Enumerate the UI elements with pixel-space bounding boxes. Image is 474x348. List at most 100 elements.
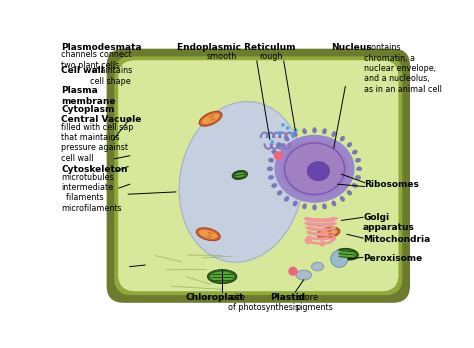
Ellipse shape	[274, 135, 355, 203]
Ellipse shape	[317, 227, 340, 238]
Ellipse shape	[352, 183, 357, 188]
Text: contains
chromatin, a
nuclear envelope,
and a nucleolus,
as in an animal cell: contains chromatin, a nuclear envelope, …	[364, 43, 442, 94]
Circle shape	[303, 205, 306, 207]
Ellipse shape	[202, 113, 219, 124]
Circle shape	[323, 205, 326, 207]
Ellipse shape	[340, 197, 345, 201]
Circle shape	[341, 198, 344, 200]
Ellipse shape	[296, 270, 311, 280]
Circle shape	[333, 202, 335, 205]
Text: Cytoskeleton: Cytoskeleton	[61, 165, 128, 174]
Ellipse shape	[352, 150, 357, 154]
Ellipse shape	[332, 201, 336, 206]
Circle shape	[270, 159, 272, 161]
Ellipse shape	[340, 136, 345, 141]
Ellipse shape	[196, 228, 220, 241]
Ellipse shape	[281, 140, 348, 198]
Ellipse shape	[356, 175, 361, 179]
Text: store
pigments: store pigments	[295, 293, 333, 312]
Text: channels connect
two plant cells: channels connect two plant cells	[61, 50, 132, 70]
Circle shape	[286, 126, 289, 130]
Text: Cytoplasm: Cytoplasm	[61, 105, 115, 114]
Ellipse shape	[235, 173, 245, 177]
Circle shape	[331, 251, 347, 267]
Ellipse shape	[272, 150, 277, 154]
Ellipse shape	[268, 175, 273, 179]
Ellipse shape	[332, 132, 336, 137]
Ellipse shape	[302, 204, 307, 209]
Text: smooth: smooth	[207, 52, 237, 61]
Text: Plastid: Plastid	[270, 293, 305, 302]
Circle shape	[313, 129, 316, 132]
Circle shape	[270, 140, 274, 144]
Circle shape	[341, 137, 344, 140]
Ellipse shape	[356, 167, 362, 171]
Ellipse shape	[293, 132, 297, 137]
Ellipse shape	[356, 158, 361, 162]
Ellipse shape	[179, 102, 304, 262]
Ellipse shape	[313, 128, 317, 133]
Circle shape	[330, 235, 336, 241]
Ellipse shape	[313, 205, 317, 210]
Ellipse shape	[322, 204, 327, 209]
Ellipse shape	[272, 183, 277, 188]
Circle shape	[333, 133, 335, 135]
Ellipse shape	[284, 136, 289, 141]
Circle shape	[273, 151, 283, 160]
Circle shape	[266, 134, 270, 137]
Ellipse shape	[347, 143, 352, 147]
Ellipse shape	[208, 270, 237, 284]
Ellipse shape	[277, 143, 282, 147]
Circle shape	[288, 267, 298, 276]
Circle shape	[354, 184, 356, 187]
Text: Ribosomes: Ribosomes	[365, 180, 419, 189]
Text: Cell wall: Cell wall	[61, 66, 104, 76]
Ellipse shape	[277, 191, 282, 195]
Ellipse shape	[210, 271, 234, 282]
Text: Nucleus: Nucleus	[331, 43, 372, 52]
Text: Chloroplast: Chloroplast	[185, 293, 244, 302]
Ellipse shape	[232, 171, 247, 179]
Circle shape	[354, 151, 356, 153]
Ellipse shape	[199, 230, 218, 239]
Circle shape	[357, 159, 359, 161]
Text: Mitochondria: Mitochondria	[363, 235, 430, 244]
Text: filled with cell sap
that maintains
pressure against
cell wall: filled with cell sap that maintains pres…	[61, 122, 134, 163]
Circle shape	[319, 240, 325, 247]
Circle shape	[281, 123, 285, 127]
Ellipse shape	[284, 197, 289, 201]
Circle shape	[278, 144, 281, 146]
Circle shape	[348, 144, 351, 146]
Text: Plasmodesmata: Plasmodesmata	[61, 43, 142, 52]
Circle shape	[273, 184, 275, 187]
Text: Endoplasmic Reticulum: Endoplasmic Reticulum	[177, 43, 296, 52]
Ellipse shape	[336, 248, 358, 260]
Text: Central Vacuole: Central Vacuole	[61, 115, 142, 124]
Text: maintains
cell shape: maintains cell shape	[91, 66, 133, 86]
Text: microtubules
intermediate
  filaments
microfilaments: microtubules intermediate filaments micr…	[61, 173, 122, 213]
FancyBboxPatch shape	[114, 56, 402, 295]
Circle shape	[303, 130, 306, 133]
Ellipse shape	[311, 262, 324, 271]
Circle shape	[294, 128, 298, 132]
Circle shape	[285, 198, 288, 200]
Circle shape	[313, 206, 316, 208]
Circle shape	[273, 151, 275, 153]
Circle shape	[294, 133, 296, 135]
Ellipse shape	[319, 229, 337, 236]
Circle shape	[269, 168, 271, 170]
Ellipse shape	[199, 111, 222, 126]
Ellipse shape	[284, 143, 345, 195]
FancyBboxPatch shape	[107, 49, 410, 303]
Text: Peroxisome: Peroxisome	[363, 254, 422, 263]
Circle shape	[358, 168, 360, 170]
Ellipse shape	[307, 161, 330, 181]
Text: site
of photosynthesis: site of photosynthesis	[228, 293, 299, 312]
Ellipse shape	[293, 201, 297, 206]
Circle shape	[270, 176, 272, 179]
Circle shape	[304, 237, 312, 244]
Ellipse shape	[302, 129, 307, 134]
Circle shape	[278, 131, 282, 134]
Circle shape	[323, 130, 326, 133]
Ellipse shape	[322, 129, 327, 134]
